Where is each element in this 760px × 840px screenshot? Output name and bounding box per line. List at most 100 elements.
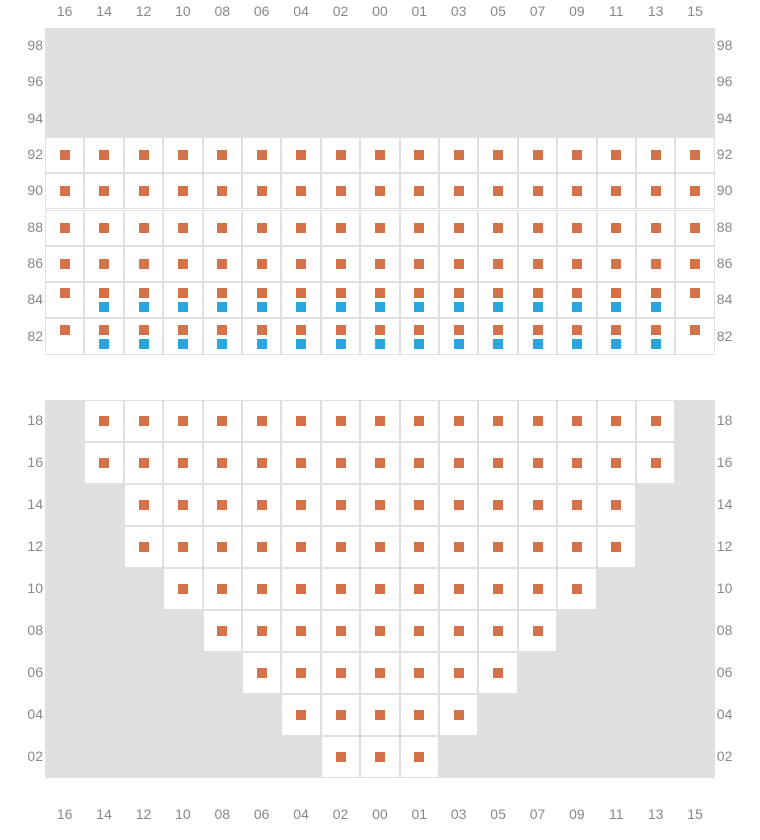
seat[interactable] [217,325,227,335]
seat[interactable] [139,339,149,349]
seat[interactable] [336,150,346,160]
seat[interactable] [454,150,464,160]
seat[interactable] [454,288,464,298]
seat[interactable] [257,223,267,233]
seat[interactable] [572,288,582,298]
seat[interactable] [414,626,424,636]
seat[interactable] [60,259,70,269]
seat[interactable] [217,186,227,196]
seat[interactable] [493,416,503,426]
seat[interactable] [336,302,346,312]
seat[interactable] [493,302,503,312]
seat[interactable] [611,223,621,233]
seat[interactable] [533,584,543,594]
seat[interactable] [414,416,424,426]
seat[interactable] [178,339,188,349]
seat[interactable] [611,288,621,298]
seat[interactable] [690,186,700,196]
seat[interactable] [572,458,582,468]
seat[interactable] [611,339,621,349]
seat[interactable] [533,259,543,269]
seat[interactable] [217,288,227,298]
seat[interactable] [533,542,543,552]
seat[interactable] [690,288,700,298]
seat[interactable] [217,584,227,594]
seat[interactable] [296,668,306,678]
seat[interactable] [336,710,346,720]
seat[interactable] [296,416,306,426]
seat[interactable] [217,500,227,510]
seat[interactable] [454,626,464,636]
seat[interactable] [296,626,306,636]
seat[interactable] [375,584,385,594]
seat[interactable] [139,542,149,552]
seat[interactable] [414,302,424,312]
seat[interactable] [493,626,503,636]
seat[interactable] [257,150,267,160]
seat[interactable] [375,150,385,160]
seat[interactable] [99,259,109,269]
seat[interactable] [99,288,109,298]
seat[interactable] [414,288,424,298]
seat[interactable] [296,458,306,468]
seat[interactable] [99,223,109,233]
seat[interactable] [99,302,109,312]
seat[interactable] [572,259,582,269]
seat[interactable] [651,150,661,160]
seat[interactable] [178,288,188,298]
seat[interactable] [296,500,306,510]
seat[interactable] [178,584,188,594]
seat[interactable] [296,150,306,160]
seat[interactable] [651,302,661,312]
seat[interactable] [257,542,267,552]
seat[interactable] [414,542,424,552]
seat[interactable] [651,186,661,196]
seat[interactable] [296,325,306,335]
seat[interactable] [178,259,188,269]
seat[interactable] [375,458,385,468]
seat[interactable] [572,500,582,510]
seat[interactable] [217,223,227,233]
seat[interactable] [493,223,503,233]
seat[interactable] [178,302,188,312]
seat[interactable] [178,416,188,426]
seat[interactable] [336,339,346,349]
seat[interactable] [414,186,424,196]
seat[interactable] [257,325,267,335]
seat[interactable] [296,584,306,594]
seat[interactable] [651,288,661,298]
seat[interactable] [572,542,582,552]
seat[interactable] [178,186,188,196]
seat[interactable] [454,223,464,233]
seat[interactable] [139,325,149,335]
seat[interactable] [611,500,621,510]
seat[interactable] [454,339,464,349]
seat[interactable] [178,542,188,552]
seat[interactable] [375,626,385,636]
seat[interactable] [493,458,503,468]
seat[interactable] [139,259,149,269]
seat[interactable] [454,584,464,594]
seat[interactable] [533,458,543,468]
seat[interactable] [375,710,385,720]
seat[interactable] [375,288,385,298]
seat[interactable] [414,584,424,594]
seat[interactable] [572,584,582,594]
seat[interactable] [375,668,385,678]
seat[interactable] [611,416,621,426]
seat[interactable] [99,150,109,160]
seat[interactable] [257,416,267,426]
seat[interactable] [572,150,582,160]
seat[interactable] [533,288,543,298]
seat[interactable] [336,584,346,594]
seat[interactable] [257,626,267,636]
seat[interactable] [651,416,661,426]
seat[interactable] [414,500,424,510]
seat[interactable] [99,325,109,335]
seat[interactable] [572,186,582,196]
seat[interactable] [454,325,464,335]
seat[interactable] [533,500,543,510]
seat[interactable] [611,150,621,160]
seat[interactable] [60,288,70,298]
seat[interactable] [336,542,346,552]
